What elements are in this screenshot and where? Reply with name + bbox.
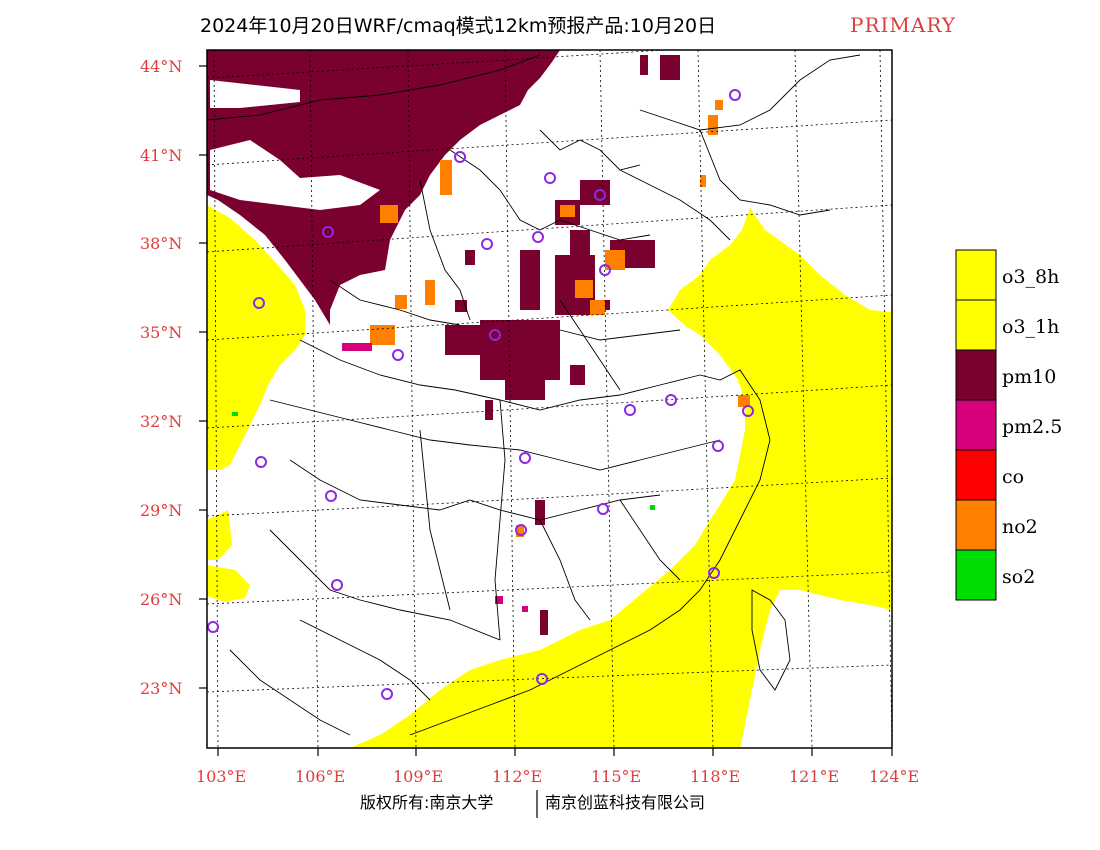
lon-label-115: 115°E <box>591 767 641 786</box>
no2-patches <box>370 100 750 537</box>
legend-label-co: co <box>1002 466 1024 488</box>
pollutant-legend: o3_8h o3_1h pm10 pm2.5 co no2 so2 <box>955 249 1062 601</box>
lat-label-38: 38°N <box>140 234 182 253</box>
legend-swatch-pm10 <box>955 349 997 401</box>
latitude-labels: 44°N 41°N 38°N 35°N 32°N 29°N 26°N 23°N <box>140 57 182 698</box>
lon-label-124: 124°E <box>869 767 919 786</box>
pm10-cluster-central <box>445 55 680 635</box>
axis-ticks <box>199 65 893 756</box>
legend-label-o3-1h: o3_1h <box>1002 316 1059 338</box>
lon-label-103: 103°E <box>196 767 246 786</box>
lon-label-121: 121°E <box>789 767 839 786</box>
credit-left: 版权所有:南京大学 <box>360 793 493 812</box>
lon-label-106: 106°E <box>295 767 345 786</box>
lat-label-26: 26°N <box>140 590 182 609</box>
lat-label-23: 23°N <box>140 679 182 698</box>
legend-label-o3-8h: o3_8h <box>1002 266 1059 288</box>
province-boundaries <box>207 54 861 736</box>
ozone-region-east <box>350 208 892 748</box>
pm10-region-north <box>207 50 560 325</box>
map-title: 2024年10月20日WRF/cmaq模式12km预报产品:10月20日 <box>200 15 716 37</box>
lat-label-35: 35°N <box>140 323 182 342</box>
lat-label-29: 29°N <box>140 501 182 520</box>
legend-swatch-so2 <box>955 549 997 601</box>
lat-label-41: 41°N <box>140 146 182 165</box>
legend-swatch-no2 <box>955 499 997 551</box>
lat-label-32: 32°N <box>140 412 182 431</box>
legend-label-no2: no2 <box>1002 516 1038 538</box>
lon-label-109: 109°E <box>393 767 443 786</box>
longitude-labels: 103°E 106°E 109°E 112°E 115°E 118°E 121°… <box>196 767 919 786</box>
legend-swatch-pm25 <box>955 399 997 451</box>
credit-right: 南京创蓝科技有限公司 <box>545 793 705 812</box>
map-area <box>199 49 893 756</box>
legend-swatch-o3-1h <box>955 299 997 351</box>
lon-label-112: 112°E <box>492 767 542 786</box>
primary-tag: PRIMARY <box>850 13 956 37</box>
legend-label-pm10: pm10 <box>1002 366 1056 388</box>
lon-label-118: 118°E <box>690 767 740 786</box>
lat-label-44: 44°N <box>140 57 182 76</box>
legend-swatch-o3-8h <box>955 249 997 301</box>
legend-swatch-co <box>955 449 997 501</box>
ozone-region-west <box>207 205 305 470</box>
graticule <box>207 50 892 748</box>
so2-patches <box>232 412 655 510</box>
legend-label-so2: so2 <box>1002 566 1035 588</box>
pm25-patches <box>342 343 528 612</box>
map-frame <box>206 49 893 749</box>
station-markers <box>207 89 754 700</box>
legend-label-pm25: pm2.5 <box>1002 416 1062 438</box>
